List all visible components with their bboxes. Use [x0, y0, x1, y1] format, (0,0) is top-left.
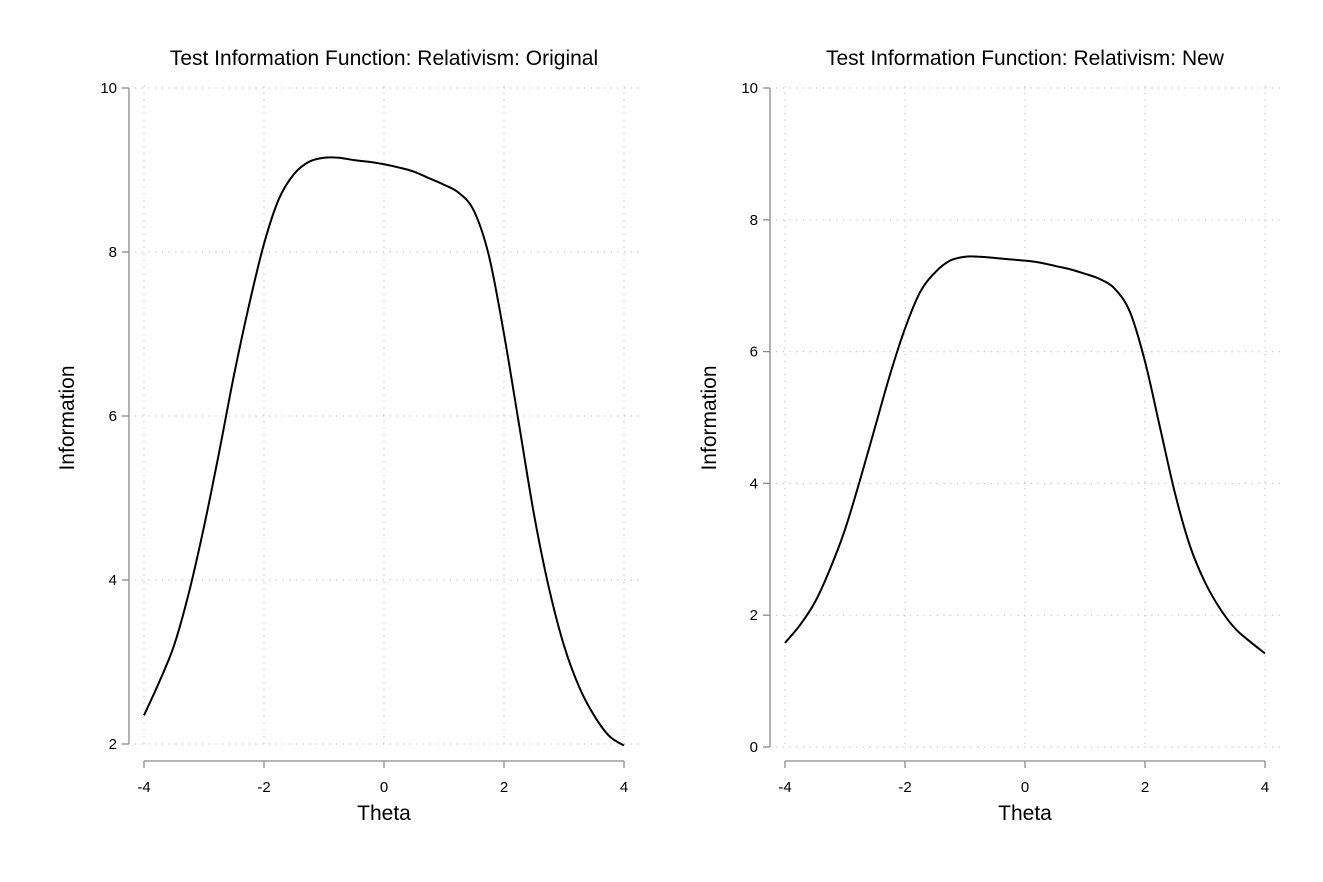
x-tick-label: 4: [1261, 779, 1269, 796]
y-axis-label: Information: [698, 365, 721, 470]
tick-labels: 2 4 6 8 10 -4 -2 0 2 4: [100, 80, 628, 796]
series-line: [784, 255, 1266, 655]
y-tick-label: 10: [100, 80, 117, 97]
y-tick-label: 0: [750, 739, 758, 756]
x-tick-label: -4: [778, 779, 791, 796]
chart-title: Test Information Function: Relativism: N…: [826, 47, 1225, 70]
grid-lines: [776, 86, 1281, 748]
chart-panel-new: Test Information Function: Relativism: N…: [698, 47, 1281, 825]
y-tick-label: 4: [750, 475, 758, 492]
y-tick-label: 10: [741, 80, 758, 97]
y-tick-label: 8: [750, 212, 758, 229]
x-tick-label: -2: [898, 779, 911, 796]
axes: [122, 87, 625, 768]
y-tick-label: 4: [109, 572, 117, 589]
y-tick-label: 2: [109, 736, 117, 753]
chart-title: Test Information Function: Relativism: O…: [170, 47, 598, 70]
x-tick-label: 2: [1141, 779, 1149, 796]
chart-panel-original: Test Information Function: Relativism: O…: [56, 47, 640, 825]
x-tick-label: -2: [257, 779, 270, 796]
x-axis-label: Theta: [998, 802, 1052, 825]
axes: [763, 87, 1266, 768]
x-tick-label: 4: [620, 779, 628, 796]
y-tick-label: 8: [109, 244, 117, 261]
information-curve: [784, 255, 1266, 655]
series-line: [143, 156, 625, 747]
tick-labels: 0 2 4 6 8 10 -4 -2 0 2 4: [741, 80, 1269, 796]
x-axis-label: Theta: [357, 802, 411, 825]
grid-lines: [135, 86, 640, 745]
x-tick-label: -4: [137, 779, 150, 796]
x-tick-label: 0: [1021, 779, 1029, 796]
y-axis-label: Information: [56, 365, 79, 470]
y-tick-label: 6: [750, 344, 758, 361]
y-tick-label: 2: [750, 607, 758, 624]
y-tick-label: 6: [109, 408, 117, 425]
information-curve: [143, 156, 625, 747]
x-tick-label: 0: [380, 779, 388, 796]
x-tick-label: 2: [500, 779, 508, 796]
